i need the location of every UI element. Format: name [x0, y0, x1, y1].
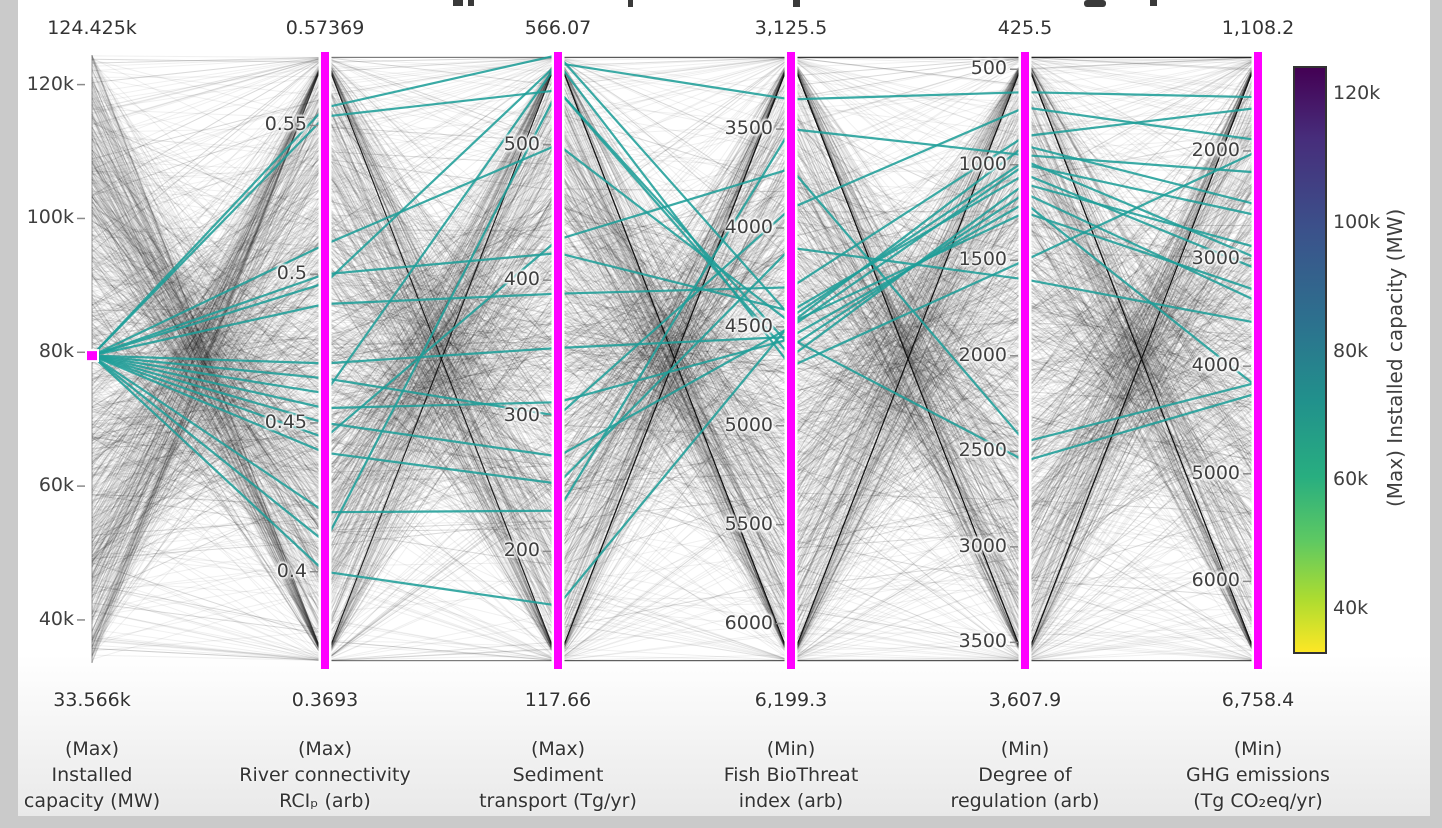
highlighted-line [91, 337, 1259, 463]
clipped-title-fragments [453, 0, 1157, 7]
colorbar-gradient [1293, 66, 1327, 654]
axis-tick-marks [77, 68, 1251, 644]
highlighted-line [91, 62, 1259, 395]
highlighted-line [91, 211, 1259, 607]
highlighted-line [91, 127, 1259, 514]
brush-bar-degree-of-regulation[interactable] [1018, 52, 1032, 669]
highlighted-line [91, 163, 1259, 458]
highlighted-line [91, 53, 1259, 357]
highlighted-line [91, 143, 1259, 357]
highlighted-line [91, 88, 1259, 544]
highlighted-line [91, 106, 1259, 357]
highlighted-line [91, 173, 1259, 357]
brush-bar-sediment-transport[interactable] [551, 52, 565, 669]
brush-bar-ghg-emissions[interactable] [1251, 52, 1265, 669]
highlighted-line [91, 201, 1259, 389]
highlighted-line [91, 61, 1259, 368]
background-solution-lines [91, 55, 1259, 663]
highlighted-line [91, 167, 1259, 444]
highlighted-line [91, 89, 1259, 357]
axis-brush-bars [85, 52, 1265, 669]
highlighted-line [91, 246, 1259, 485]
brush-bar-installed-capacity[interactable] [85, 349, 99, 363]
highlighted-solution-lines [91, 53, 1259, 607]
highlighted-line [91, 106, 1259, 417]
colorbar-title: (Max) Installed capacity (MW) [1383, 208, 1407, 508]
brush-bar-fish-biothreat[interactable] [784, 52, 798, 669]
brush-bar-river-connectivity[interactable] [318, 52, 332, 669]
